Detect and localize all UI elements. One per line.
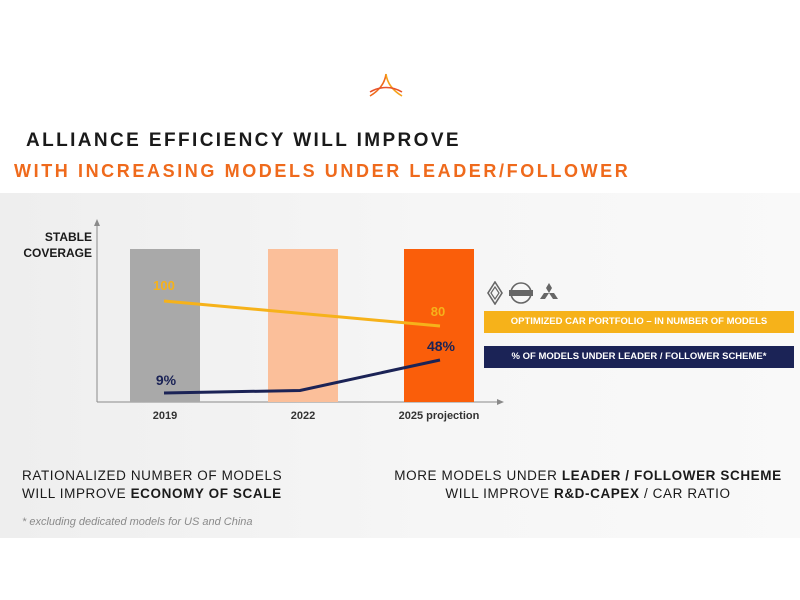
legend-leader-follower: % OF MODELS UNDER LEADER / FOLLOWER SCHE… xyxy=(484,346,794,368)
bottom-right-line2: WILL IMPROVE R&D-CAPEX / CAR RATIO xyxy=(378,485,798,503)
x-axis-arrow xyxy=(497,399,504,405)
data-label-leader-2025: 48% xyxy=(427,338,456,354)
x-tick-2025: 2025 projection xyxy=(399,410,480,422)
bar-2022 xyxy=(268,249,338,402)
bottom-left-line2-prefix: WILL IMPROVE xyxy=(22,486,131,501)
y-axis-label-text: STABLE COVERAGE xyxy=(23,230,92,260)
bottom-right-line2-bold: R&D-CAPEX xyxy=(553,486,640,501)
y-axis-arrow xyxy=(94,219,100,226)
data-label-portfolio-2025: 80 xyxy=(431,304,445,319)
brand-logos xyxy=(487,281,558,305)
data-label-leader-2019: 9% xyxy=(156,372,177,388)
bar-2019 xyxy=(130,249,200,402)
page-subtitle: WITH INCREASING MODELS UNDER LEADER/FOLL… xyxy=(14,161,631,181)
footnote: * excluding dedicated models for US and … xyxy=(22,516,253,528)
leader-follower-line xyxy=(163,358,441,395)
portfolio-line xyxy=(163,299,441,328)
bottom-left-line2-bold: ECONOMY OF SCALE xyxy=(130,486,282,501)
bottom-left-line1: RATIONALIZED NUMBER OF MODELS xyxy=(22,468,283,483)
legend-portfolio: OPTIMIZED CAR PORTFOLIO – IN NUMBER OF M… xyxy=(484,311,794,333)
bottom-right-line1-prefix: MORE MODELS UNDER xyxy=(394,468,562,483)
bottom-right-line1-bold: LEADER / FOLLOWER SCHEME xyxy=(561,468,782,483)
bottom-right-line2-prefix: WILL IMPROVE xyxy=(445,486,554,501)
bottom-right-line1: MORE MODELS UNDER LEADER / FOLLOWER SCHE… xyxy=(378,467,798,485)
renault-logo-icon xyxy=(487,281,503,305)
mitsubishi-logo-icon xyxy=(540,283,558,299)
page-title: ALLIANCE EFFICIENCY WILL IMPROVE xyxy=(26,130,461,151)
x-tick-2022: 2022 xyxy=(291,410,315,422)
x-tick-2019: 2019 xyxy=(153,410,177,422)
y-axis-label: STABLE COVERAGE xyxy=(20,229,92,261)
nissan-logo-icon xyxy=(509,282,533,304)
data-label-portfolio-2019: 100 xyxy=(153,278,175,293)
alliance-logo-icon xyxy=(369,73,403,97)
bottom-right-line2-suffix: / CAR RATIO xyxy=(639,486,731,501)
bottom-left-line2: WILL IMPROVE ECONOMY OF SCALE xyxy=(22,485,282,503)
